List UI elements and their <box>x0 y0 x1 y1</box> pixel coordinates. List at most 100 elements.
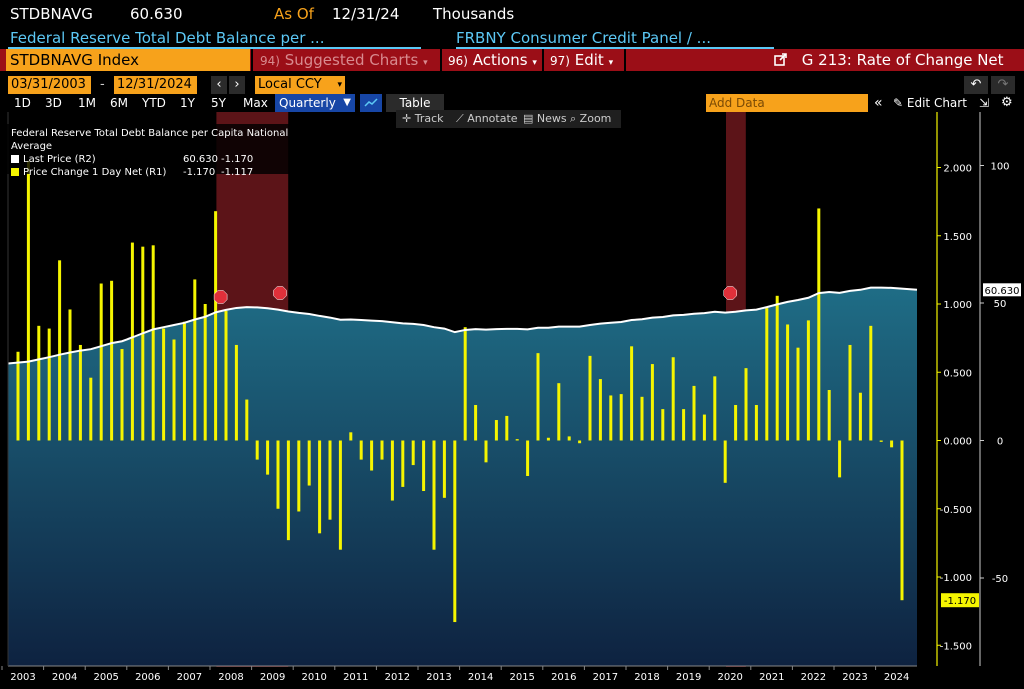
actions-menu[interactable]: 96) Actions ▾ <box>444 49 541 71</box>
edit-area-icon[interactable]: ⇲ <box>979 96 990 110</box>
news-tool[interactable]: ▤ News <box>523 112 567 125</box>
change-bar <box>266 440 270 475</box>
period-ytd[interactable]: YTD <box>142 96 166 110</box>
period-6m[interactable]: 6M <box>110 96 128 110</box>
prev-period-button[interactable]: ‹ <box>211 76 227 94</box>
change-bar <box>692 385 696 441</box>
period-controls: 1D 3D 1M 6M YTD 1Y 5Y Max Quarterly ▼ Table Add… <box>0 94 1024 112</box>
event-marker-icon[interactable] <box>723 286 737 300</box>
chart[interactable]: 2003 2004 2005 2006 2007 2008 2009 2010 2011 2012… <box>0 112 1024 689</box>
x-tick-label: 2017 <box>593 672 618 683</box>
x-tick-label: 2005 <box>93 672 118 683</box>
r1-tick-label: -1.000 <box>940 573 972 584</box>
edit-chart-button[interactable]: ✎ Edit Chart <box>893 94 975 112</box>
undo-button[interactable]: ↶ <box>964 76 988 94</box>
start-date-text: 03/31/2003 <box>11 77 86 92</box>
date-separator: - <box>100 77 105 92</box>
r2-tick-label: 50 <box>994 299 1007 310</box>
x-tick-label: 2024 <box>884 672 909 683</box>
change-bar <box>723 440 727 483</box>
pencil-icon: ✎ <box>893 96 904 110</box>
change-bar <box>380 440 384 460</box>
units-label: Thousands <box>433 5 515 23</box>
change-bar <box>640 396 644 441</box>
period-3d[interactable]: 3D <box>45 96 62 110</box>
chevron-down-icon: ▾ <box>423 58 428 68</box>
change-bar <box>578 440 582 444</box>
edit-menu[interactable]: 97) Edit ▾ <box>546 49 624 71</box>
suggested-charts-menu[interactable]: 94) Suggested Charts ▾ <box>256 49 439 71</box>
event-marker-icon[interactable] <box>213 290 228 304</box>
change-bar <box>515 439 519 441</box>
change-bar <box>286 440 290 541</box>
table-label: Table <box>399 96 431 110</box>
change-bar <box>234 344 238 441</box>
x-tick-label: 2015 <box>509 672 534 683</box>
change-bar <box>775 295 779 441</box>
change-bar <box>848 344 852 441</box>
chart-tools: ✛ Track ⟋ Annotate ▤ News ⌕ Zoom <box>396 110 621 128</box>
legend-row: Price Change 1 Day Net (R1) -1.170 -1.11… <box>11 166 329 179</box>
change-bar <box>474 405 478 441</box>
zoom-tool[interactable]: ⌕ Zoom <box>570 112 612 125</box>
change-bar <box>890 440 894 448</box>
currency-select[interactable]: Local CCY ▾ <box>255 76 345 94</box>
x-tick-label: 2011 <box>343 672 368 683</box>
annotate-tool[interactable]: ⟋ Annotate <box>456 112 518 125</box>
track-tool[interactable]: ✛ Track <box>402 112 444 125</box>
change-bar <box>68 309 72 441</box>
frequency-select[interactable]: Quarterly ▼ <box>275 94 355 112</box>
legend-title: Federal Reserve Total Debt Balance per C… <box>11 128 289 152</box>
period-max[interactable]: Max <box>243 96 268 110</box>
change-bar <box>734 405 738 441</box>
ticker: STDBNAVG <box>10 5 93 23</box>
change-bar <box>838 440 842 478</box>
change-bar <box>588 355 592 441</box>
change-bar <box>422 440 426 492</box>
change-bar <box>141 246 145 441</box>
period-5y[interactable]: 5Y <box>211 96 226 110</box>
x-tick-label: 2014 <box>468 672 493 683</box>
change-bar <box>297 440 301 512</box>
external-link-icon[interactable] <box>774 49 787 71</box>
function-title[interactable]: G 213: Rate of Change Net <box>774 49 1018 71</box>
change-bar <box>203 304 207 441</box>
next-period-button[interactable]: › <box>229 76 245 94</box>
change-bar <box>682 409 686 441</box>
redo-button[interactable]: ↷ <box>991 76 1015 94</box>
end-date-input[interactable]: 12/31/2024 <box>114 76 197 94</box>
change-bar <box>390 440 394 501</box>
change-bar <box>370 440 374 471</box>
table-button[interactable]: Table <box>386 94 444 112</box>
add-data-input[interactable]: Add Data <box>706 94 868 112</box>
event-marker-icon[interactable] <box>273 286 287 300</box>
date-controls: 03/31/2003 - 12/31/2024 ‹ › Local CCY ▾ … <box>0 76 1024 94</box>
security-field[interactable]: STDBNAVG Index <box>6 49 250 71</box>
change-bar <box>172 339 176 441</box>
change-bar <box>765 308 769 441</box>
last-price-tag: 60.630 <box>983 283 1021 297</box>
change-bar <box>858 392 862 441</box>
change-bar <box>78 344 82 441</box>
chart-type-button[interactable] <box>360 94 382 112</box>
source-link[interactable]: FRBNY Consumer Credit Panel / ... <box>456 29 711 47</box>
gear-icon[interactable]: ⚙ <box>1001 95 1013 110</box>
start-date-input[interactable]: 03/31/2003 <box>8 76 91 94</box>
change-bar <box>546 437 550 441</box>
change-bar <box>16 351 20 441</box>
x-tick-label: 2010 <box>301 672 326 683</box>
line-chart-icon <box>364 98 378 107</box>
period-1y[interactable]: 1Y <box>180 96 195 110</box>
subheader: Federal Reserve Total Debt Balance per .… <box>0 28 1024 48</box>
collapse-icon[interactable]: « <box>874 95 883 111</box>
x-tick-label: 2021 <box>759 672 784 683</box>
change-bar <box>411 440 415 466</box>
description-link[interactable]: Federal Reserve Total Debt Balance per .… <box>10 29 325 47</box>
chevron-left-icon: ‹ <box>216 77 222 92</box>
change-bar <box>619 394 623 441</box>
r2-tick-label: 100 <box>990 162 1009 173</box>
period-1d[interactable]: 1D <box>14 96 31 110</box>
x-tick-label: 2012 <box>385 672 410 683</box>
change-bar <box>786 324 790 441</box>
period-1m[interactable]: 1M <box>78 96 96 110</box>
